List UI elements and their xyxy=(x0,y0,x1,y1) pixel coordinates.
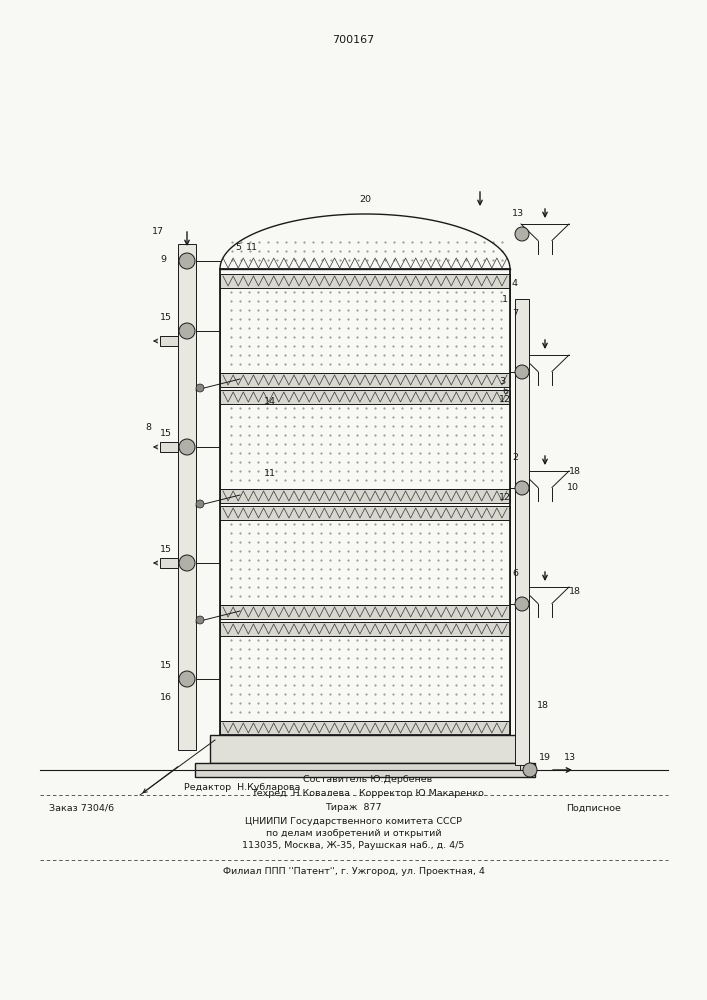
Text: 700167: 700167 xyxy=(332,35,374,45)
Text: 5: 5 xyxy=(235,242,241,251)
Circle shape xyxy=(523,763,537,777)
Text: 8: 8 xyxy=(145,422,151,432)
Text: 15: 15 xyxy=(160,660,172,670)
Text: 13: 13 xyxy=(512,210,524,219)
Bar xyxy=(220,274,510,288)
Text: 17: 17 xyxy=(152,228,164,236)
Text: Техред  Н.Ковалева   Корректор Ю.Макаренко: Техред Н.Ковалева Корректор Ю.Макаренко xyxy=(251,788,484,798)
Text: 13: 13 xyxy=(564,754,576,762)
Text: ЦНИИПИ Государственного комитета СССР: ЦНИИПИ Государственного комитета СССР xyxy=(245,816,462,826)
Bar xyxy=(220,269,510,735)
Text: Подписное: Подписное xyxy=(566,804,621,812)
Bar xyxy=(220,390,510,404)
Circle shape xyxy=(515,597,529,611)
Bar xyxy=(220,520,510,605)
Text: Составитель Ю.Дербенев: Составитель Ю.Дербенев xyxy=(303,776,432,784)
Circle shape xyxy=(179,671,195,687)
Circle shape xyxy=(196,500,204,508)
Text: по делам изобретений и открытий: по делам изобретений и открытий xyxy=(266,828,441,838)
Text: 7: 7 xyxy=(512,310,518,318)
Text: 113035, Москва, Ж-35, Раушская наб., д. 4/5: 113035, Москва, Ж-35, Раушская наб., д. … xyxy=(243,842,464,850)
Text: 3: 3 xyxy=(499,377,505,386)
Bar xyxy=(220,489,510,503)
Text: 18: 18 xyxy=(569,587,581,596)
Text: 6: 6 xyxy=(512,570,518,578)
Circle shape xyxy=(515,481,529,495)
Bar xyxy=(220,373,510,387)
Text: 6: 6 xyxy=(502,387,508,396)
Text: Тираж  877: Тираж 877 xyxy=(325,804,382,812)
Text: 4: 4 xyxy=(512,279,518,288)
Text: 18: 18 xyxy=(537,700,549,710)
Circle shape xyxy=(515,365,529,379)
Bar xyxy=(220,636,510,721)
Circle shape xyxy=(196,616,204,624)
Bar xyxy=(178,244,196,750)
Text: 15: 15 xyxy=(160,312,172,322)
Bar xyxy=(220,506,510,520)
Text: 19: 19 xyxy=(539,754,551,762)
Circle shape xyxy=(179,555,195,571)
Text: 15: 15 xyxy=(160,428,172,438)
Bar xyxy=(220,288,510,373)
Bar xyxy=(220,721,510,735)
Bar xyxy=(515,299,529,765)
Bar xyxy=(220,605,510,619)
Text: 10: 10 xyxy=(567,484,579,492)
Text: 12: 12 xyxy=(499,493,511,502)
Bar xyxy=(160,558,178,568)
Bar xyxy=(160,336,178,346)
Text: 11: 11 xyxy=(264,468,276,478)
Bar xyxy=(210,735,520,763)
Text: 14: 14 xyxy=(264,397,276,406)
Text: 1: 1 xyxy=(502,294,508,304)
Text: Филиал ППП ''Патент'', г. Ужгород, ул. Проектная, 4: Филиал ППП ''Патент'', г. Ужгород, ул. П… xyxy=(223,867,484,876)
Text: Заказ 7304/6: Заказ 7304/6 xyxy=(49,804,115,812)
Text: Редактор  Н.Кубларова: Редактор Н.Кубларова xyxy=(184,782,300,792)
Text: 12: 12 xyxy=(499,394,511,403)
Text: 16: 16 xyxy=(160,692,172,702)
Circle shape xyxy=(196,384,204,392)
Bar xyxy=(220,404,510,489)
Text: 9: 9 xyxy=(160,254,166,263)
Text: 11: 11 xyxy=(246,242,258,251)
Circle shape xyxy=(179,253,195,269)
Circle shape xyxy=(515,227,529,241)
Text: 2: 2 xyxy=(512,454,518,462)
Text: 15: 15 xyxy=(160,544,172,554)
Bar xyxy=(220,622,510,636)
Circle shape xyxy=(179,323,195,339)
Text: 18: 18 xyxy=(569,466,581,476)
Circle shape xyxy=(179,439,195,455)
Text: 20: 20 xyxy=(359,194,371,204)
Bar xyxy=(160,442,178,452)
Bar xyxy=(195,763,535,777)
